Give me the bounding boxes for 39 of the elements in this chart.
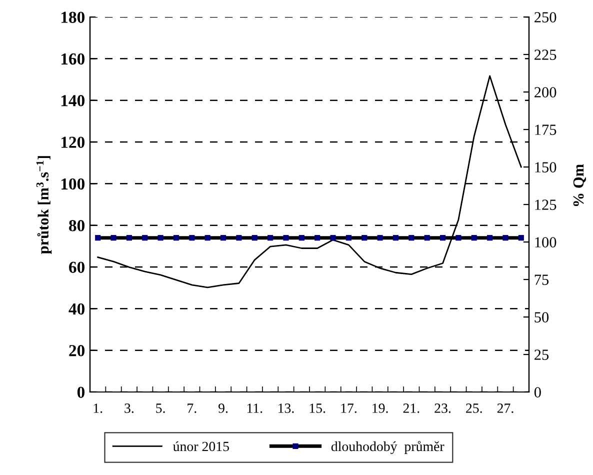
y-tick-label: 180 [61,12,85,23]
x-tick-label: 17. [341,404,356,413]
x-tick-label: 21. [403,404,420,413]
x-tick-label: 19. [372,404,388,413]
y-tick-label: 20 [69,345,85,356]
y-tick-label: 0 [77,386,85,398]
x-tick-label: 25. [466,404,482,413]
y2-tick-label: 50 [534,312,549,322]
y2-tick-label: 200 [534,87,556,98]
y2-tick-label: 75 [534,274,549,285]
y-tick-label: 60 [69,262,85,273]
legend-label: dlouhodobý průměr [331,440,444,454]
legend-label: únor 2015 [173,441,229,452]
y-tick-label: 160 [61,53,85,65]
y2-tick-label: 25 [534,350,549,360]
y2-tick-label: 0 [534,387,541,398]
y2-tick-label: 250 [534,12,556,22]
y-axis-title: průtok [m$^{3}$.s$^{−1}$] [36,156,52,254]
y-tick-label: 40 [68,303,85,315]
y-tick-label: 140 [61,95,85,106]
y-tick-label: 100 [61,178,85,190]
x-tick-label: 9. [218,404,228,413]
x-tick-label: 5. [156,404,165,413]
x-tick-label: 27. [497,404,514,413]
y-tick-label: 120 [61,136,85,148]
y2-axis-title: % Qm [573,164,586,206]
x-tick-label: 3. [124,404,134,413]
y2-tick-label: 125 [535,200,556,210]
x-tick-label: 15. [310,404,326,413]
y2-tick-label: 175 [535,124,556,135]
y2-tick-label: 225 [534,50,556,60]
y2-tick-label: 150 [535,162,556,172]
x-tick-label: 1. [94,404,102,413]
y-tick-label: 80 [69,220,85,232]
x-tick-label: 11. [247,404,262,413]
y2-tick-label: 100 [535,237,556,248]
x-tick-label: 23. [434,404,451,413]
x-tick-label: 7. [188,404,196,413]
x-tick-label: 13. [278,404,294,413]
